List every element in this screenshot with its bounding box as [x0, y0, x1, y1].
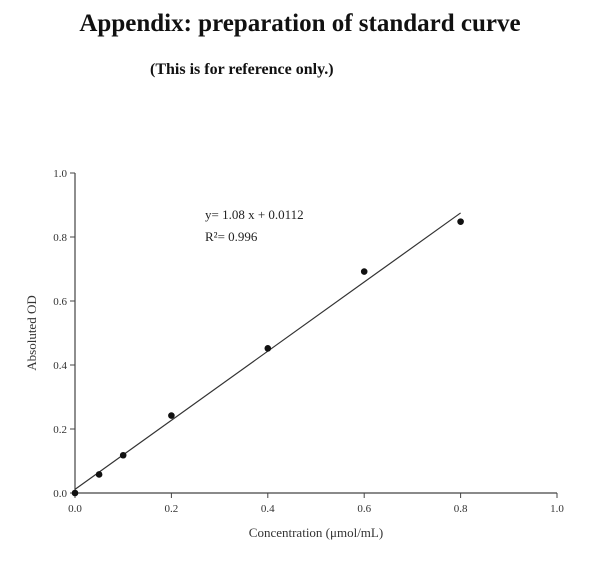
chart-axes	[74, 173, 557, 494]
data-point	[119, 451, 127, 459]
y-axis-title: Absoluted OD	[24, 295, 39, 370]
data-point	[457, 218, 464, 225]
x-tick-label: 0.6	[357, 503, 371, 515]
y-tick-label: 1.0	[53, 168, 67, 180]
data-point	[360, 268, 368, 275]
data-point	[95, 471, 103, 478]
data-point	[264, 345, 272, 352]
x-tick-label: 0.8	[454, 503, 468, 515]
fit-equation: y= 1.08 x + 0.0112	[205, 207, 304, 222]
y-tick-label: 0.2	[53, 424, 67, 436]
y-tick-label: 0.8	[53, 232, 67, 244]
data-points	[71, 218, 464, 497]
data-point	[168, 412, 175, 419]
x-tick-label: 0.4	[261, 503, 275, 515]
x-axis-title: Concentration (μmol/mL)	[249, 525, 383, 540]
chart-ticks: 0.0 0.2 0.4 0.6 0.8 1.0 0.0 0.2 0.4 0.6 0.8 1.0	[53, 168, 564, 515]
y-tick-label: 0.6	[53, 296, 67, 308]
y-tick-label: 0.4	[53, 360, 67, 372]
y-tick-label: 0.0	[53, 488, 67, 500]
page-title: Appendix: preparation of standard curve	[79, 10, 521, 37]
x-tick-label: 1.0	[550, 503, 564, 515]
r-squared-label: R²= 0.996	[205, 229, 258, 244]
data-point	[71, 489, 79, 497]
x-tick-label: 0.0	[68, 503, 82, 515]
reference-note: (This is for reference only.)	[150, 61, 334, 78]
x-tick-label: 0.2	[165, 503, 179, 515]
